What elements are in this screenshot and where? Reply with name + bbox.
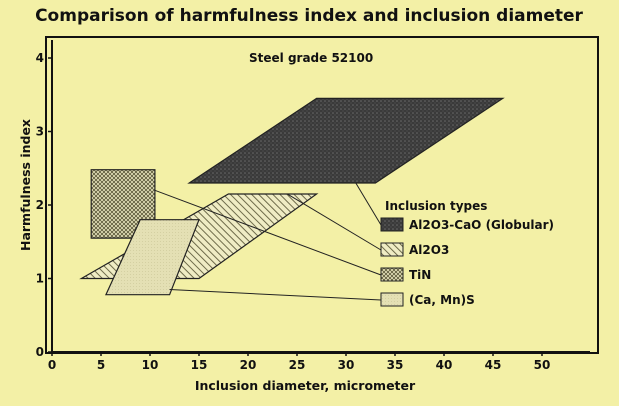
leader-line [286,193,382,251]
x-ticks: 0 5 10 15 20 25 30 35 40 45 50 [48,352,551,372]
legend-label: TiN [409,268,431,282]
y-tick-label: 0 [36,345,44,359]
y-axis-label: Harmfulness index [18,119,33,251]
legend-swatch [380,217,404,232]
legend: Al2O3-CaO (Globular) Al2O3 TiN (Ca, Mn)S [380,217,554,307]
y-tick-label: 4 [36,51,44,65]
chart-title: Comparison of harmfulness index and incl… [35,6,583,26]
leader-line [169,289,382,301]
x-tick-label: 25 [289,358,306,372]
legend-leader-lines [154,182,382,301]
y-tick-label: 2 [36,198,44,212]
x-tick-label: 45 [485,358,502,372]
leader-line [355,182,382,226]
legend-swatch [380,292,404,307]
legend-label: (Ca, Mn)S [409,293,475,307]
legend-swatch [380,267,404,282]
region-3 [104,219,200,296]
legend-title: Inclusion types [385,199,487,213]
x-tick-label: 35 [387,358,404,372]
x-tick-label: 0 [48,358,56,372]
legend-swatch [380,242,404,257]
legend-label: Al2O3 [409,243,449,257]
y-tick-label: 1 [36,272,44,286]
axes [51,40,590,353]
y-ticks: 0 1 2 3 4 [36,51,52,359]
leader-line [154,189,382,276]
x-tick-label: 5 [97,358,105,372]
x-tick-label: 20 [240,358,257,372]
legend-label: Al2O3-CaO (Globular) [409,218,554,232]
x-tick-label: 10 [142,358,159,372]
x-tick-label: 30 [338,358,355,372]
inclusion-regions [79,97,505,296]
y-tick-label: 3 [36,125,44,139]
x-tick-label: 15 [191,358,208,372]
chart-annotation: Steel grade 52100 [249,51,373,65]
region-0 [187,97,505,184]
x-tick-label: 50 [534,358,551,372]
x-axis-label: Inclusion diameter, micrometer [195,378,416,393]
x-tick-label: 40 [436,358,453,372]
